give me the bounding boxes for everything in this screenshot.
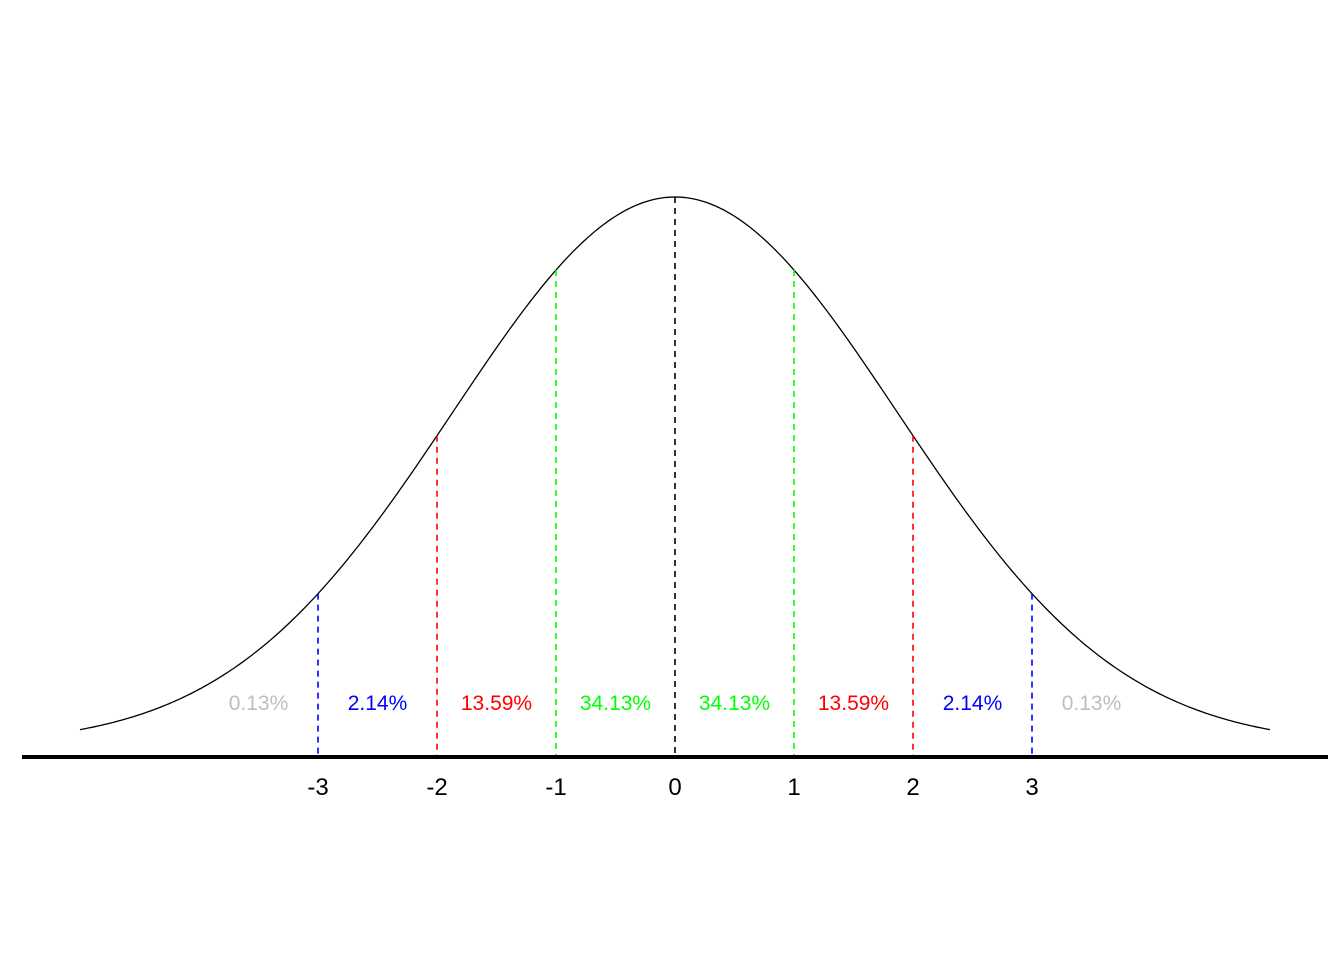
region-percent-label: 2.14% (943, 692, 1003, 715)
region-percent-label: 13.59% (818, 692, 889, 715)
x-tick-label: -2 (426, 774, 447, 801)
x-tick-label: 0 (668, 774, 681, 801)
region-percent-label: 34.13% (580, 692, 651, 715)
x-tick-label: 2 (906, 774, 919, 801)
region-percent-label: 13.59% (461, 692, 532, 715)
x-tick-label: -3 (307, 774, 328, 801)
x-tick-label: -1 (545, 774, 566, 801)
x-tick-label: 3 (1025, 774, 1038, 801)
region-percent-label: 0.13% (229, 692, 289, 715)
region-percent-label: 34.13% (699, 692, 770, 715)
x-tick-label: 1 (787, 774, 800, 801)
region-percent-label: 2.14% (348, 692, 408, 715)
region-percent-label: 0.13% (1062, 692, 1122, 715)
